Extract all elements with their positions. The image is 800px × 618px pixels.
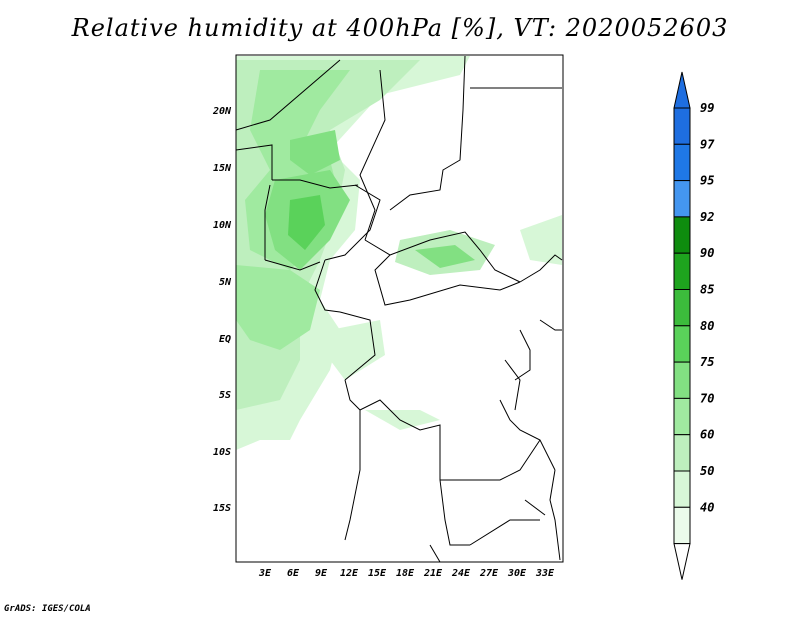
colorbar-label: 50 — [700, 464, 714, 478]
colorbar-label: 40 — [700, 500, 714, 514]
colorbar-segment — [673, 252, 691, 290]
credit-label: GrADS: IGES/COLA — [4, 604, 91, 614]
colorbar-segment — [673, 143, 691, 182]
lon-label: 6E — [287, 568, 300, 579]
colorbar-label: 92 — [700, 210, 714, 224]
colorbar-label: 75 — [700, 355, 714, 369]
colorbar-segment — [673, 325, 691, 363]
colorbar: 99 97 95 92 90 85 80 75 70 60 50 40 — [673, 71, 715, 580]
lon-label: 27E — [479, 568, 499, 579]
humidity-region-congo — [330, 320, 385, 380]
colorbar-label: 60 — [700, 428, 714, 442]
humidity-region-north — [290, 130, 340, 175]
lat-label: EQ — [219, 334, 231, 345]
lat-label: 10N — [213, 220, 232, 231]
lat-label: 15S — [213, 503, 231, 514]
humidity-shading — [236, 56, 562, 450]
colorbar-segment — [673, 180, 691, 218]
lon-label: 18E — [396, 568, 415, 579]
lon-label: 9E — [315, 568, 328, 579]
lat-label: 15N — [213, 163, 232, 174]
colorbar-label: 95 — [700, 174, 714, 188]
map-frame — [235, 54, 564, 563]
country-boundaries — [235, 55, 563, 563]
humidity-region-core — [288, 195, 325, 250]
colorbar-label: 80 — [700, 319, 714, 333]
lon-label: 3E — [258, 568, 272, 579]
lon-label: 15E — [368, 568, 387, 579]
lat-label: 10S — [213, 447, 231, 458]
longitude-labels: 3E 6E 9E 12E 15E 18E 21E 24E 27E 30E 33E — [258, 568, 555, 579]
colorbar-segment — [673, 289, 691, 327]
colorbar-label: 85 — [700, 283, 714, 297]
lat-label: 5N — [219, 277, 232, 288]
lon-label: 30E — [507, 568, 527, 579]
colorbar-label: 70 — [700, 391, 714, 405]
humidity-region-east — [520, 215, 562, 265]
latitude-labels: 20N 15N 10N 5N EQ 5S 10S 15S — [212, 106, 232, 514]
lat-label: 5S — [219, 390, 231, 401]
colorbar-label: 97 — [700, 137, 715, 151]
humidity-region-sudan-core — [415, 245, 475, 268]
colorbar-label: 90 — [700, 246, 714, 260]
map-title: Relative humidity at 400hPa [%], VT: 202… — [71, 14, 729, 42]
lat-label: 20N — [212, 106, 232, 117]
colorbar-top-arrow — [673, 71, 691, 109]
lon-label: 21E — [423, 568, 443, 579]
colorbar-segment — [673, 216, 691, 254]
colorbar-bottom-arrow — [673, 543, 691, 580]
colorbar-segment — [673, 107, 691, 145]
humidity-region-coast — [236, 265, 320, 350]
colorbar-segment — [673, 506, 691, 545]
colorbar-segment — [673, 470, 691, 508]
colorbar-segment — [673, 434, 691, 472]
colorbar-label: 99 — [700, 101, 714, 115]
humidity-region-angola — [365, 410, 440, 430]
colorbar-segment — [673, 397, 691, 436]
lon-label: 12E — [340, 568, 359, 579]
lon-label: 33E — [535, 568, 555, 579]
colorbar-segment — [673, 361, 691, 399]
lon-label: 24E — [451, 568, 471, 579]
